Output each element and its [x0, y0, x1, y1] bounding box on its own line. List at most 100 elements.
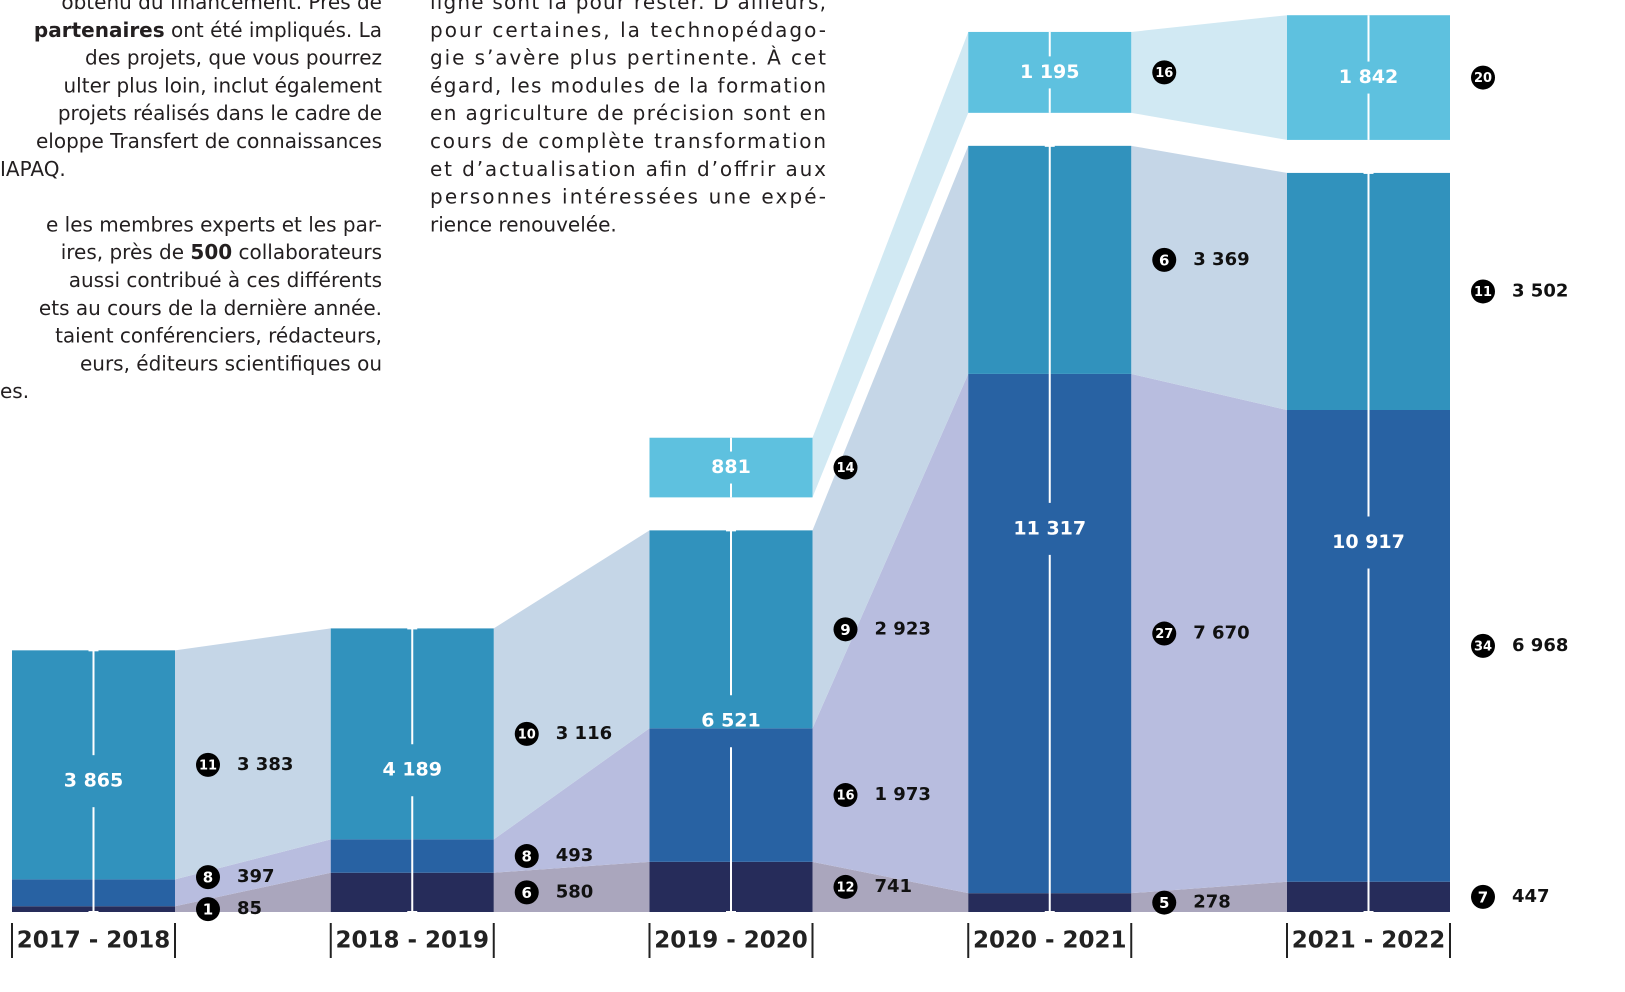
category-label: 2020 - 2021 — [973, 928, 1127, 954]
text-run: collaborateurs — [232, 240, 382, 264]
count-badge — [833, 874, 858, 899]
text-run: ets au cours de la dernière année. — [39, 295, 382, 319]
count-badge — [1471, 884, 1495, 909]
text-line: gie s’avère plus pertinente. À cet — [430, 45, 826, 69]
value-label: 278 — [1193, 892, 1231, 913]
category-label: 2018 - 2019 — [335, 928, 489, 954]
value-label: 3 116 — [556, 723, 612, 744]
count-badge — [1152, 890, 1177, 915]
box-label: 881 — [711, 456, 751, 478]
text-line: e les membres experts et les par- — [46, 212, 382, 236]
text-run: projets réalisés dans le cadre de — [58, 101, 382, 125]
text-line: partenaires ont été impliqués. La — [34, 17, 382, 41]
total-label: 11 317 — [1013, 517, 1086, 539]
text-line: taient conférenciers, rédacteurs, — [55, 323, 382, 347]
text-run: ligne sont là pour rester. D’ailleurs, — [430, 0, 826, 14]
count-badge — [1152, 247, 1177, 272]
count-badge — [1471, 633, 1495, 658]
text-run: eurs, éditeurs scientifiques ou — [80, 351, 382, 375]
text-run: et d’actualisation afin d’offrir aux — [430, 156, 826, 180]
count-label: 8 — [203, 869, 213, 887]
count-label: 7 — [1478, 888, 1488, 906]
text-line: aussi contribué à ces différents — [69, 268, 382, 292]
text-run: aussi contribué à ces différents — [69, 268, 382, 292]
count-badge — [196, 897, 220, 922]
count-badge — [514, 844, 539, 869]
total-label: 6 521 — [701, 710, 761, 732]
text-run: des projets, que vous pourrez — [85, 45, 382, 69]
text-run: en agriculture de précision sont en — [430, 101, 826, 125]
flow — [175, 628, 331, 880]
count-label: 16 — [836, 789, 854, 804]
text-run: gie s’avère plus pertinente. À cet — [430, 45, 826, 69]
flow — [493, 728, 650, 873]
text-line: en agriculture de précision sont en — [430, 101, 826, 125]
text-run: e les membres experts et les par- — [46, 212, 382, 236]
text-run: ulter plus loin, inclut également — [64, 73, 383, 97]
value-label: 3 383 — [237, 754, 293, 775]
bold-text: partenaires — [34, 17, 165, 41]
text-run: ont été impliqués. La — [165, 17, 382, 41]
value-label: 1 973 — [875, 784, 931, 805]
text-run: pour certaines, la technopédago- — [430, 17, 826, 41]
text-line: des projets, que vous pourrez — [85, 45, 382, 69]
text-run: obtenu du financement. Près de — [61, 0, 382, 14]
count-badge — [196, 752, 220, 777]
category-label: 2017 - 2018 — [17, 928, 171, 954]
text-line: eurs, éditeurs scientifiques ou — [80, 351, 382, 375]
count-badge — [833, 617, 858, 642]
category-label: 2019 - 2020 — [654, 928, 808, 954]
text-run: rience renouvelée. — [430, 212, 617, 236]
text-line: IAPAQ. — [0, 156, 66, 180]
count-label: 1 — [203, 901, 213, 919]
total-label: 3 865 — [64, 770, 124, 792]
count-badge — [514, 721, 539, 746]
count-label: 11 — [1474, 285, 1492, 300]
flow — [1131, 15, 1287, 140]
value-label: 741 — [875, 876, 913, 897]
text-run: ires, près de — [61, 240, 191, 264]
text-line: projets réalisés dans le cadre de — [58, 101, 382, 125]
value-label: 580 — [556, 881, 594, 902]
value-label: 397 — [237, 866, 275, 887]
category-label: 2021 - 2022 — [1292, 928, 1446, 954]
value-label: 3 502 — [1512, 280, 1568, 301]
text-run: taient conférenciers, rédacteurs, — [55, 323, 382, 347]
document-text: obtenu du financement. Près de partenaire… — [0, 0, 826, 403]
count-label: 8 — [522, 848, 532, 866]
flow — [812, 145, 969, 729]
text-line: égard, les modules de la formation — [430, 73, 826, 97]
count-badge — [1471, 279, 1495, 304]
flow — [175, 839, 331, 907]
count-label: 16 — [1155, 66, 1173, 81]
value-label: 7 670 — [1193, 623, 1249, 644]
value-label: 6 968 — [1512, 635, 1568, 656]
box-label: 1 195 — [1020, 61, 1080, 83]
text-line: ires, près de 500 collaborateurs — [61, 240, 382, 264]
bold-text: 500 — [190, 240, 232, 264]
flow — [812, 373, 969, 894]
count-label: 12 — [836, 880, 854, 895]
value-label: 447 — [1512, 886, 1550, 907]
count-label: 20 — [1474, 71, 1492, 86]
text-line: eloppe Transfert de connaissances — [36, 129, 382, 153]
text-line: ets au cours de la dernière année. — [39, 295, 382, 319]
text-line: pour certaines, la technopédago- — [430, 17, 826, 41]
text-run: es. — [0, 379, 29, 403]
count-badge — [196, 865, 220, 890]
count-label: 6 — [522, 884, 532, 902]
text-run: égard, les modules de la formation — [430, 73, 826, 97]
value-label: 493 — [556, 845, 594, 866]
count-badge — [1152, 60, 1177, 85]
box-label: 1 842 — [1339, 66, 1399, 88]
count-badge — [1471, 65, 1495, 90]
text-run: eloppe Transfert de connaissances — [36, 129, 382, 153]
text-run: IAPAQ. — [0, 156, 66, 180]
count-badge — [833, 783, 858, 808]
count-label: 9 — [840, 621, 850, 639]
text-line: personnes intéressées une expé- — [430, 184, 826, 208]
text-line: ulter plus loin, inclut également — [64, 73, 383, 97]
flow — [1131, 145, 1287, 411]
text-line: obtenu du financement. Près de — [61, 0, 382, 14]
